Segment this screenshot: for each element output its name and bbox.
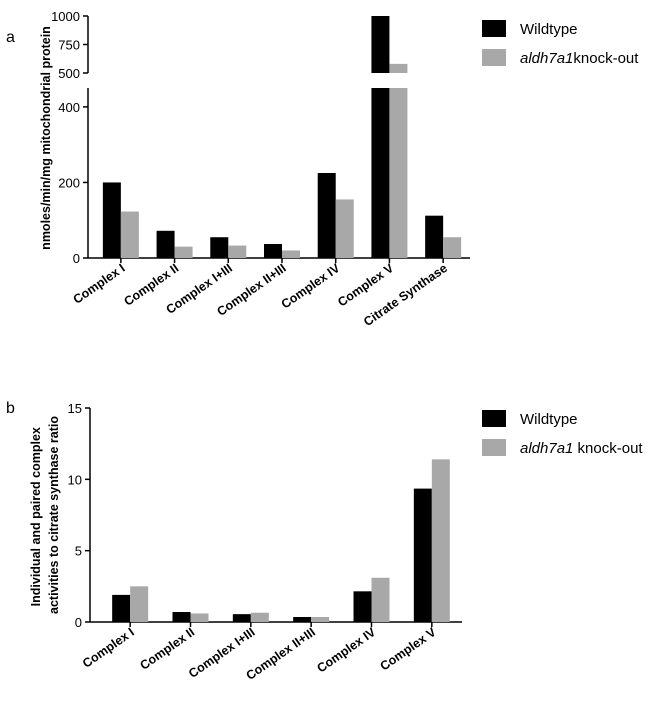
panel-a-y-axis-label: nmoles/min/mg mitochondrial protein [39,26,53,250]
panel-b-y-axis-label-line2: activities to citrate synthase ratio [47,416,61,614]
panel-b-category-label-6: Complex V [378,625,439,674]
panel-a-bar-knockout-7 [443,237,462,258]
panel-a-y-tick-label-upper-2: 750 [58,38,80,53]
panel-a-bar-wildtype-5 [317,173,336,258]
legend-label-2: aldh7a1knock-out [520,50,639,67]
panel-a-bar-wildtype-4 [264,244,282,258]
panel-a-bar-wildtype-1 [102,182,121,258]
panel-b-bar-knockout-4 [311,617,330,622]
panel-b-y-tick-label-4: 15 [68,401,82,416]
panel-a-bar-wildtype-7 [425,215,444,258]
panel-a-y-tick-label-lower-2: 200 [58,175,80,190]
panel-b-bar-wildtype-2 [172,612,191,622]
panel-a-bar-wildtype-6-seg2 [371,16,390,73]
panel-b-y-axis-label-line1: Individual and paired complex [29,427,43,606]
panel-b-bar-knockout-5 [371,577,390,622]
panel-a-bar-knockout-3 [228,245,247,258]
panel-letter-a: a [6,29,15,46]
panel-b-bar-knockout-3 [250,612,269,622]
legend-label-2: aldh7a1 knock-out [520,440,643,457]
panel-b-bar-knockout-6 [431,459,450,622]
legend-swatch-1 [482,410,506,427]
panel-a-category-label-5: Complex IV [279,261,343,312]
panel-a-bar-wildtype-6-seg1 [371,88,390,258]
panel-b-y-tick-label-1: 0 [75,615,82,630]
legend-swatch-1 [482,20,506,37]
panel-a-y-tick-label-upper-1: 500 [58,66,80,81]
panel-a-y-tick-label-lower-3: 400 [58,100,80,115]
legend-swatch-2 [482,439,506,456]
panel-a-bar-wildtype-2 [156,230,175,258]
panel-b-bar-knockout-1 [130,586,149,622]
panel-a-bar-knockout-6-seg1 [389,88,408,258]
panel-b-y-tick-label-3: 10 [68,472,82,487]
panel-b-y-tick-label-2: 5 [75,544,82,559]
panel-b-y-axis-label: Individual and paired complex activities… [29,416,61,614]
panel-b-bar-wildtype-1 [112,594,131,622]
panel-a-bar-knockout-4 [282,250,300,258]
legend-label-1: Wildtype [520,21,578,38]
panel-a-bar-knockout-5 [335,199,354,258]
panel-b-bar-wildtype-6 [413,488,432,622]
legend-swatch-2 [482,49,506,66]
panel-b-category-label-1: Complex I [80,625,137,671]
panel-a-category-label-1: Complex I [71,261,128,307]
panel-a-bar-wildtype-3 [210,237,229,258]
panel-b-category-label-2: Complex II [137,625,197,673]
panel-a-y-tick-label-lower-1: 0 [73,251,80,266]
panel-a-bar-knockout-2 [174,246,193,258]
panel-a-y-tick-label-upper-3: 1000 [51,9,80,24]
panel-letter-b: b [6,400,15,417]
legend-label-1: Wildtype [520,411,578,428]
panel-b-bar-wildtype-3 [232,614,251,622]
panel-b-bar-wildtype-4 [293,617,312,622]
panel-a-bar-knockout-6-seg2 [389,63,408,73]
panel-b-bar-wildtype-5 [353,591,372,622]
panel-a-bar-knockout-1 [120,211,139,258]
panel-b-category-label-5: Complex IV [314,625,378,676]
panel-b-bar-knockout-2 [190,613,209,622]
